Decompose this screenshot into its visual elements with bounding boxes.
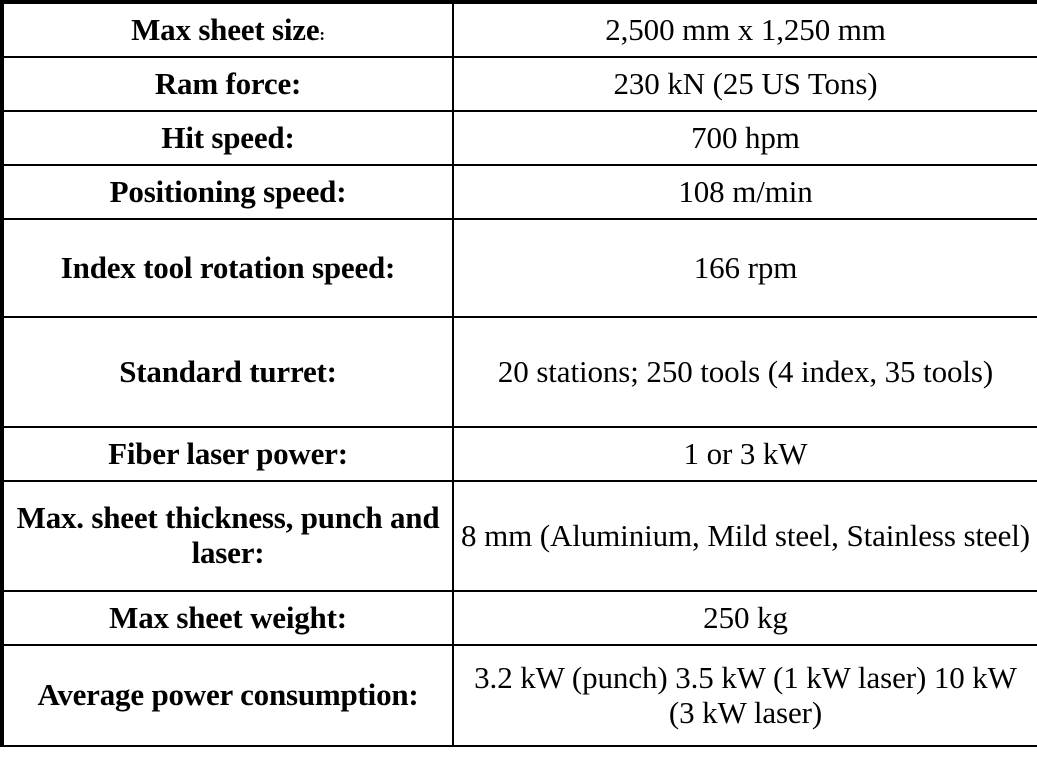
specification-table: Max sheet size: 2,500 mm x 1,250 mm Ram fo… [0,0,1037,747]
spec-value-cell: 166 rpm [452,218,1037,318]
spec-value-cell: 250 kg [452,590,1037,646]
spec-value-cell: 108 m/min [452,164,1037,220]
table-row: Max sheet size: 2,500 mm x 1,250 mm [0,0,1037,58]
spec-value-cell: 230 kN (25 US Tons) [452,56,1037,112]
table-row: Hit speed: 700 hpm [0,110,1037,166]
spec-label-cell: Positioning speed: [0,164,454,220]
table-row: Average power consumption: 3.2 kW (punch)… [0,644,1037,747]
spec-label-cell: Max. sheet thickness, punch and laser: [0,480,454,592]
spec-label-text: Hit speed: [161,119,295,155]
spec-label-cell: Hit speed: [0,110,454,166]
specification-table-body: Max sheet size: 2,500 mm x 1,250 mm Ram fo… [0,0,1037,747]
spec-label-cell: Standard turret: [0,316,454,428]
table-row: Fiber laser power: 1 or 3 kW [0,426,1037,482]
table-row: Standard turret: 20 stations; 250 tools (… [0,316,1037,428]
spec-label-text: Ram force: [154,65,302,101]
table-row: Max sheet weight: 250 kg [0,590,1037,646]
spec-label-cell: Ram force: [0,56,454,112]
spec-label-cell: Max sheet weight: [0,590,454,646]
spec-label-text: Fiber laser power: [108,435,348,471]
spec-label-colon: : [319,24,325,44]
spec-value-cell: 20 stations; 250 tools (4 index, 35 tool… [452,316,1037,428]
spec-label-cell: Index tool rotation speed: [0,218,454,318]
spec-label-cell: Max sheet size: [0,0,454,58]
spec-value-cell: 2,500 mm x 1,250 mm [452,0,1037,58]
spec-value-cell: 3.2 kW (punch) 3.5 kW (1 kW laser) 10 kW… [452,644,1037,747]
spec-value-cell: 1 or 3 kW [452,426,1037,482]
table-row: Max. sheet thickness, punch and laser: 8 … [0,480,1037,592]
spec-label-text: Average power consumption: [37,677,419,713]
spec-value-cell: 8 mm (Aluminium, Mild steel, Stainless s… [452,480,1037,592]
table-row: Index tool rotation speed: 166 rpm [0,218,1037,318]
spec-label-cell: Fiber laser power: [0,426,454,482]
table-row: Ram force: 230 kN (25 US Tons) [0,56,1037,112]
spec-label-text: Max. sheet thickness, punch and laser: [16,500,440,570]
spec-value-cell: 700 hpm [452,110,1037,166]
spec-label-text: Max sheet size [131,11,320,47]
spec-label-text: Standard turret: [119,353,337,389]
spec-label-text: Max sheet weight: [109,599,347,635]
spec-label-text: Index tool rotation speed: [60,249,396,285]
table-row: Positioning speed: 108 m/min [0,164,1037,220]
spec-label-cell: Average power consumption: [0,644,454,747]
spec-label-text: Positioning speed: [109,173,347,209]
